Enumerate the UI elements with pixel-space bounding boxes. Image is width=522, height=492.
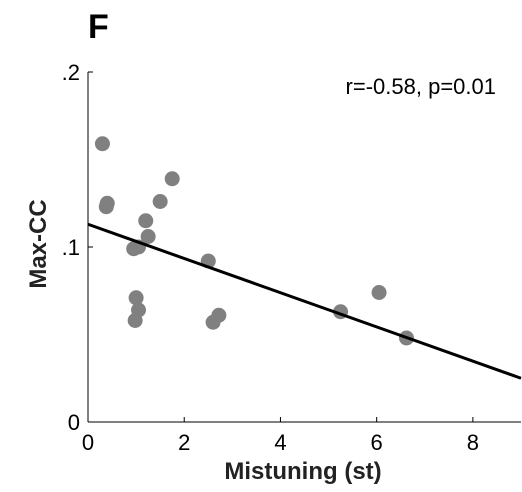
data-points bbox=[94, 136, 414, 346]
axes: 0 2 4 6 8 0 .1 .2 bbox=[62, 60, 521, 455]
data-point bbox=[211, 307, 227, 323]
data-point bbox=[140, 229, 156, 244]
y-tick-label: .2 bbox=[62, 60, 80, 85]
x-tick-label: 8 bbox=[467, 430, 479, 455]
data-point bbox=[371, 285, 387, 300]
panel-letter: F bbox=[88, 8, 109, 46]
x-tick-label: 4 bbox=[274, 430, 286, 455]
data-point bbox=[127, 313, 143, 328]
data-point bbox=[99, 195, 115, 211]
y-tick-label: .1 bbox=[62, 235, 80, 260]
y-tick-label: 0 bbox=[68, 410, 80, 435]
y-axis-title: Max-CC bbox=[25, 199, 52, 288]
data-point bbox=[138, 213, 154, 229]
stats-annotation: r=-0.58, p=0.01 bbox=[346, 74, 496, 99]
data-point bbox=[94, 136, 110, 152]
x-axis-title: Mistuning (st) bbox=[224, 458, 381, 485]
x-tick-label: 0 bbox=[82, 430, 94, 455]
regression-line bbox=[87, 222, 522, 380]
x-tick-label: 2 bbox=[178, 430, 190, 455]
regression-line-group bbox=[87, 222, 522, 380]
data-point bbox=[164, 171, 180, 187]
data-point bbox=[128, 290, 144, 306]
data-point bbox=[152, 194, 168, 209]
x-tick-label: 6 bbox=[371, 430, 383, 455]
